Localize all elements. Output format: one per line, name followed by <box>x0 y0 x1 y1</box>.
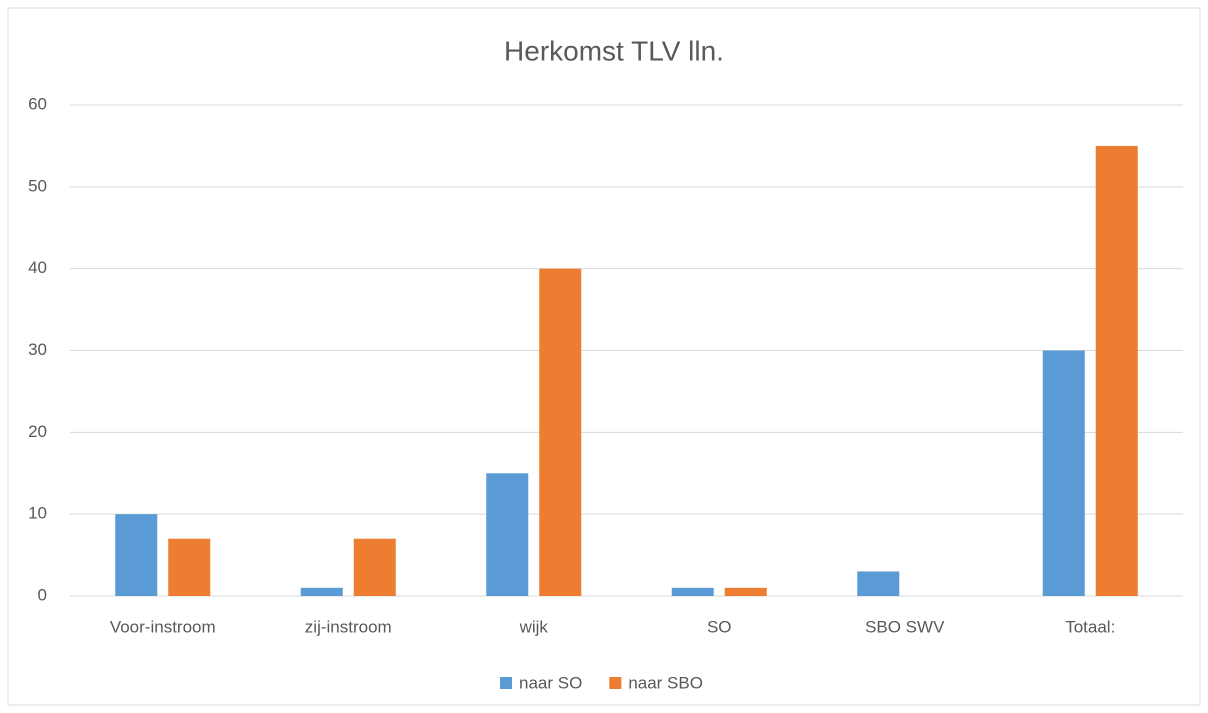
y-tick-label: 0 <box>38 585 47 604</box>
chart-border <box>7 7 1201 706</box>
bar <box>486 473 529 596</box>
bar <box>353 538 396 596</box>
legend-label: naar SBO <box>628 673 703 692</box>
chart-title: Herkomst TLV lln. <box>504 35 724 66</box>
bar <box>724 587 767 596</box>
x-tick-label: Totaal: <box>1065 617 1115 636</box>
x-tick-label: SO <box>707 617 732 636</box>
x-tick-label: zij-instroom <box>305 617 392 636</box>
legend-swatch <box>500 677 512 689</box>
x-tick-label: SBO SWV <box>865 617 945 636</box>
y-tick-label: 10 <box>28 504 47 523</box>
y-tick-label: 20 <box>28 422 47 441</box>
y-tick-label: 30 <box>28 340 47 359</box>
y-tick-label: 50 <box>28 176 47 195</box>
bar <box>1095 145 1138 596</box>
bar <box>1042 350 1085 596</box>
bar <box>168 538 211 596</box>
bar <box>539 268 582 596</box>
legend-swatch <box>609 677 622 689</box>
bar <box>300 587 343 596</box>
legend-label: naar SO <box>519 673 582 692</box>
bar <box>115 514 158 596</box>
x-tick-label: Voor-instroom <box>110 617 216 636</box>
bar <box>857 571 900 596</box>
y-tick-label: 60 <box>28 94 47 113</box>
bar <box>671 587 714 596</box>
x-tick-label: wijk <box>519 617 549 636</box>
y-tick-label: 40 <box>28 258 47 277</box>
